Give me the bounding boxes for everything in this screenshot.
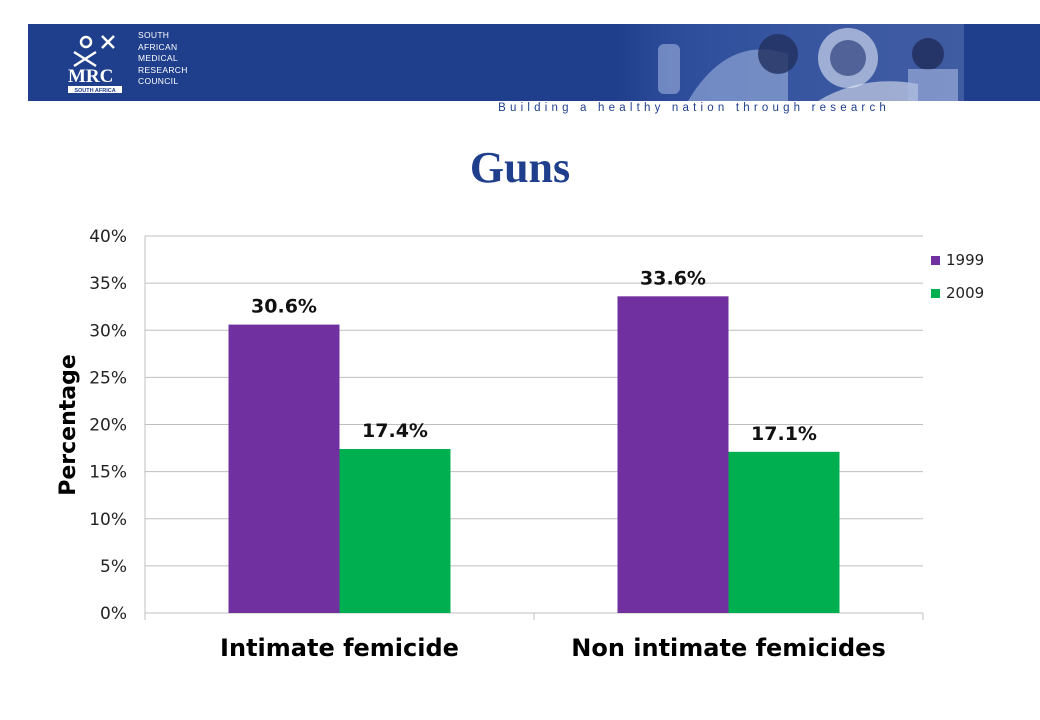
bar-2009-1: [339, 449, 451, 613]
header-banner: MRC SOUTH AFRICA SOUTH AFRICAN MEDICAL R…: [28, 24, 1040, 101]
legend-label: 2009: [946, 284, 984, 302]
logo-subtext: SOUTH AFRICA: [74, 88, 115, 94]
data-label: 17.1%: [751, 423, 817, 445]
org-line: MEDICAL: [138, 53, 178, 63]
bar-1999-2: [617, 296, 729, 613]
logo-text: MRC: [68, 66, 113, 87]
y-tick-label: 0%: [100, 604, 127, 624]
bar-1999-1: [228, 324, 340, 613]
category-label: Intimate femicide: [220, 634, 459, 662]
data-label: 30.6%: [251, 296, 317, 318]
org-line: RESEARCH: [138, 64, 188, 75]
y-axis-title: Percentage: [56, 354, 81, 496]
photo-collage: [618, 24, 964, 101]
y-tick-label: 25%: [89, 368, 127, 388]
y-tick-label: 5%: [100, 557, 127, 577]
org-line: SOUTH: [138, 30, 170, 40]
data-label: 17.4%: [362, 420, 428, 442]
y-tick-label: 20%: [89, 416, 127, 436]
y-tick-label: 10%: [89, 510, 127, 530]
bar-2009-2: [728, 451, 840, 613]
y-tick-label: 15%: [89, 463, 127, 483]
org-line: COUNCIL: [138, 76, 179, 86]
legend-swatch-1999: [931, 256, 940, 265]
mrc-logo: MRC SOUTH AFRICA: [68, 35, 122, 94]
y-tick-label: 35%: [89, 274, 127, 294]
org-line: AFRICAN: [138, 41, 178, 52]
y-tick-label: 30%: [89, 321, 127, 341]
y-tick-label: 40%: [89, 227, 127, 247]
slide-title: Guns: [469, 143, 571, 192]
category-label: Non intimate femicides: [571, 634, 885, 662]
org-name: SOUTH AFRICAN MEDICAL RESEARCH COUNCIL: [138, 30, 188, 88]
tagline: Building a healthy nation through resear…: [498, 102, 890, 114]
legend-swatch-2009: [931, 289, 940, 298]
data-label: 33.6%: [640, 267, 706, 289]
legend-label: 1999: [946, 251, 984, 269]
